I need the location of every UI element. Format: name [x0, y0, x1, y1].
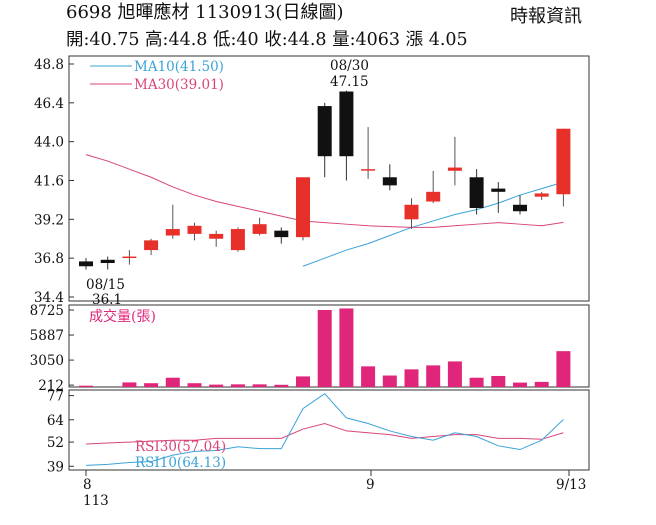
candle-body — [382, 177, 397, 186]
candle-body — [404, 204, 419, 220]
rsi-tick-label: 39 — [47, 459, 64, 475]
high-date-label: 08/30 — [330, 58, 369, 74]
candle-body — [426, 191, 441, 202]
rsi30-legend-label: RSI30(57.04) — [135, 439, 226, 455]
candle-body — [79, 261, 93, 267]
rsi-axis: 39 52 64 77 — [47, 389, 74, 475]
volume-bar — [426, 365, 441, 387]
price-axis: 34.4 36.8 39.2 41.6 44.0 46.4 48.8 — [34, 57, 74, 306]
rsi-lines — [85, 393, 564, 466]
volume-bar — [144, 383, 159, 387]
volume-tick-label: 5887 — [30, 328, 64, 344]
volume-axis: 212 3050 5887 8725 — [30, 303, 74, 394]
candle-body — [317, 106, 332, 157]
x-label-month-8: 8 — [83, 477, 92, 493]
volume-bar — [491, 375, 506, 387]
volume-bar — [209, 384, 224, 387]
candle-body — [513, 204, 527, 212]
volume-bar — [361, 366, 376, 387]
low-date-label: 08/15 — [86, 277, 125, 293]
volume-bar — [339, 308, 354, 387]
volume-bar — [274, 384, 289, 387]
candle-body — [296, 177, 310, 238]
ma30-legend-label: MA30(39.01) — [134, 77, 224, 93]
volume-bar — [230, 384, 245, 387]
ohlc-summary: 開:40.75 高:44.8 低:40 收:44.8 量:4063 漲 4.05 — [66, 30, 468, 50]
rsi10-legend-label: RSI10(64.13) — [135, 455, 226, 471]
volume-bar — [447, 361, 462, 387]
price-tick-label: 44.0 — [34, 135, 64, 151]
chart-title: 6698 旭暉應材 1130913(日線圖) — [66, 2, 344, 23]
low-value-label: 36.1 — [92, 292, 122, 308]
candle-body — [469, 177, 484, 209]
frame — [68, 55, 590, 471]
candle-body — [100, 259, 115, 264]
volume-tick-label: 212 — [38, 378, 64, 394]
volume-tick-label: 8725 — [30, 303, 64, 319]
candle-body — [165, 229, 180, 236]
x-label-month-9: 9 — [366, 477, 375, 493]
candle-body — [447, 167, 462, 171]
price-tick-label: 36.8 — [34, 251, 64, 267]
price-tick-label: 39.2 — [34, 212, 64, 228]
price-tick-label: 46.4 — [34, 96, 64, 112]
volume-bars — [79, 308, 571, 387]
candle-body — [144, 240, 159, 251]
candle-body — [339, 91, 354, 157]
volume-bar — [404, 369, 419, 387]
volume-bar — [317, 310, 332, 387]
rsi-tick-label: 77 — [47, 389, 64, 405]
candle-body — [491, 188, 506, 192]
candle-body — [534, 193, 549, 197]
candle-body — [361, 169, 376, 171]
candle-body — [556, 128, 571, 195]
volume-bar — [556, 351, 571, 387]
candle-body — [209, 233, 224, 239]
x-label-last-date: 9/13 — [556, 477, 586, 493]
volume-bar — [382, 375, 397, 387]
price-tick-label: 41.6 — [34, 174, 64, 190]
x-label-year: 113 — [83, 493, 109, 509]
volume-bar — [513, 382, 527, 387]
volume-bar — [296, 376, 310, 387]
volume-bar — [187, 383, 202, 387]
candle-body — [122, 256, 137, 259]
ma-line — [85, 154, 564, 228]
candle-body — [252, 224, 267, 234]
rsi-tick-label: 52 — [47, 435, 64, 451]
volume-tick-label: 3050 — [30, 353, 64, 369]
volume-bar — [165, 377, 180, 387]
price-tick-label: 34.4 — [34, 290, 64, 306]
ma10-legend-label: MA10(41.50) — [134, 59, 224, 75]
rsi-line — [85, 422, 564, 445]
volume-bar — [469, 377, 484, 387]
brand-label: 時報資訊 — [510, 6, 582, 27]
candle-body — [230, 229, 245, 251]
price-panel-frame — [68, 55, 590, 302]
volume-bar — [252, 384, 267, 387]
candle-body — [274, 230, 289, 238]
legend: MA10(41.50) MA30(39.01) RSI30(57.04)RSI10(… — [90, 59, 226, 471]
rsi-panel-frame — [68, 389, 590, 471]
volume-bar — [79, 385, 93, 387]
candle-body — [187, 225, 202, 234]
price-tick-label: 48.8 — [34, 57, 64, 73]
volume-title: 成交量(張) — [89, 308, 156, 325]
volume-bar — [122, 382, 137, 387]
high-value-label: 47.15 — [330, 74, 369, 90]
candles — [79, 90, 571, 270]
rsi-line — [85, 393, 564, 466]
rsi-tick-label: 64 — [47, 413, 64, 429]
volume-bar — [534, 381, 549, 387]
